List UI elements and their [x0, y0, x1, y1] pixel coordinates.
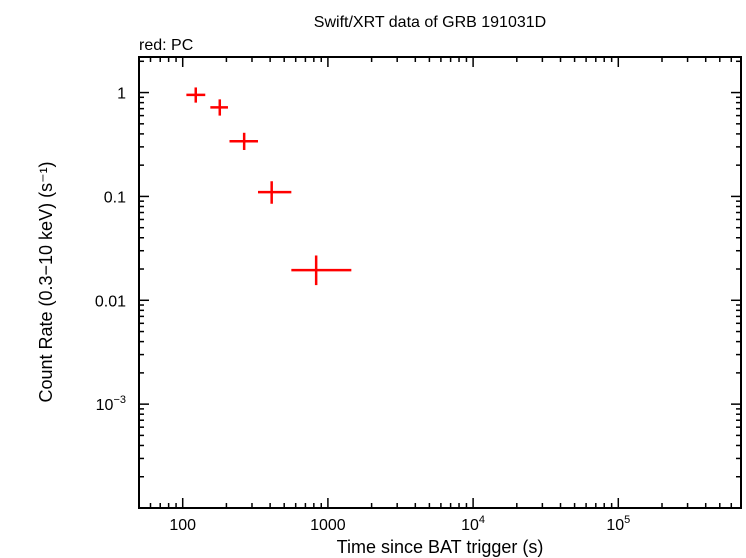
chart-subtitle: red: PC: [139, 37, 193, 54]
y-tick-label: 0.01: [95, 293, 126, 310]
y-tick-label: 1: [117, 86, 126, 103]
data-point: [291, 255, 352, 286]
data-point: [210, 99, 228, 116]
data-points: [186, 87, 352, 286]
y-tick-label: 10−3: [96, 394, 126, 414]
y-axis-label: Count Rate (0.3−10 keV) (s⁻¹): [36, 161, 56, 402]
x-tick-labels: 100 1000 104 105: [169, 514, 630, 534]
x-tick-label: 105: [606, 514, 630, 534]
x-axis-label: Time since BAT trigger (s): [337, 537, 544, 557]
y-minor-ticks: [139, 60, 741, 509]
x-minor-ticks: [138, 57, 742, 508]
y-tick-label: 0.1: [104, 189, 126, 206]
x-tick-label: 1000: [310, 517, 346, 534]
x-tick-label: 100: [169, 517, 196, 534]
plot-frame: [138, 56, 742, 509]
data-point: [229, 132, 258, 150]
data-point: [186, 87, 206, 103]
x-tick-label: 104: [461, 514, 485, 534]
y-tick-labels: 1 0.1 0.01 10−3: [95, 86, 126, 415]
data-point: [257, 181, 292, 204]
chart-title: Swift/XRT data of GRB 191031D: [314, 14, 546, 31]
